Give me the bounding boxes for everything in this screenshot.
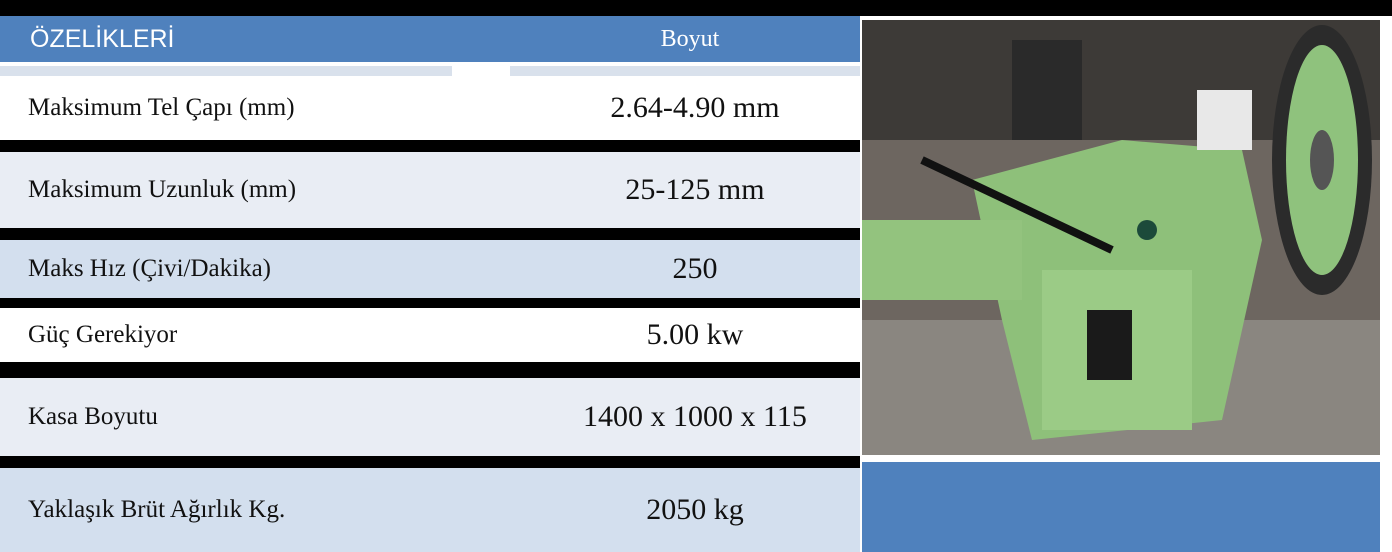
machine-photo bbox=[862, 20, 1380, 455]
row-value: 2050 kg bbox=[646, 493, 744, 526]
separator bbox=[510, 66, 860, 76]
header-label: ÖZELİKLERİ bbox=[30, 24, 175, 53]
row-value: 5.00 kw bbox=[646, 318, 744, 351]
photo-footer bbox=[862, 462, 1380, 552]
row-label: Kasa Boyutu bbox=[28, 403, 158, 430]
row-value: 250 bbox=[672, 252, 718, 285]
row-divider bbox=[0, 456, 860, 468]
row-divider bbox=[0, 140, 860, 152]
row-label: Yaklaşık Brüt Ağırlık Kg. bbox=[28, 496, 286, 523]
row-value: 25-125 mm bbox=[625, 173, 765, 206]
table-row bbox=[0, 76, 860, 140]
table-row bbox=[0, 378, 860, 456]
row-label: Maks Hız (Çivi/Dakika) bbox=[28, 255, 272, 282]
table-row bbox=[0, 152, 860, 228]
header-row bbox=[0, 16, 860, 62]
row-label: Maksimum Uzunluk (mm) bbox=[28, 176, 297, 203]
row-divider bbox=[0, 362, 860, 378]
table-row bbox=[0, 308, 860, 362]
row-value: 2.64-4.90 mm bbox=[610, 91, 780, 124]
row-divider bbox=[0, 298, 860, 308]
header-label: Boyut bbox=[660, 25, 720, 52]
row-value: 1400 x 1000 x 115 bbox=[583, 400, 807, 433]
table-row bbox=[0, 240, 860, 298]
table-row bbox=[0, 468, 860, 552]
row-label: Maksimum Tel Çapı (mm) bbox=[28, 94, 295, 121]
row-label: Güç Gerekiyor bbox=[28, 321, 178, 348]
separator bbox=[0, 66, 452, 76]
top-bar bbox=[0, 0, 1392, 16]
row-divider bbox=[0, 228, 860, 240]
